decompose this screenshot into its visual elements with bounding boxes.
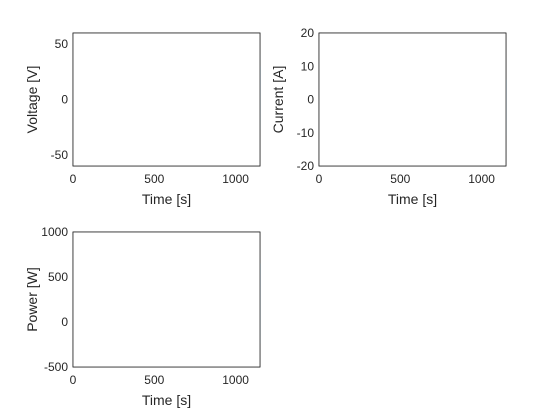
power-xtick-label: 0: [70, 373, 77, 387]
current-subplot: 0 500 1000 -20 -10 0 10 20 Time [s] Curr…: [270, 26, 507, 207]
voltage-xtick-labels: 0 500 1000: [70, 172, 250, 186]
voltage-xtick-label: 500: [144, 172, 164, 186]
current-xtick-labels: 0 500 1000: [316, 172, 496, 186]
current-y-axis-label: Current [A]: [270, 66, 286, 134]
current-xtick-label: 500: [390, 172, 410, 186]
power-y-axis-label: Power [W]: [24, 267, 40, 332]
power-subplot: 0 500 1000 -500 0 500 1000 Time [s] Powe…: [24, 225, 261, 408]
power-ytick-label: 0: [61, 315, 68, 329]
voltage-ytick-label: 50: [55, 37, 69, 51]
power-ytick-label: 1000: [41, 225, 68, 239]
current-ytick-label: 20: [301, 26, 315, 40]
power-ytick-label: -500: [44, 360, 68, 374]
voltage-xtick-label: 0: [70, 172, 77, 186]
voltage-ytick-label: -50: [51, 148, 69, 162]
power-xtick-label: 1000: [222, 373, 249, 387]
current-ytick-label: 0: [307, 93, 314, 107]
current-xtick-label: 0: [316, 172, 323, 186]
voltage-ytick-labels: -50 0 50: [51, 37, 69, 162]
current-ytick-label: 10: [301, 59, 315, 73]
power-ytick-labels: -500 0 500 1000: [41, 225, 68, 374]
voltage-subplot: 0 500 1000 -50 0 50 Time [s] Voltage [V]: [24, 32, 261, 207]
power-ytick-label: 500: [48, 270, 68, 284]
current-ytick-labels: -20 -10 0 10 20: [297, 26, 315, 173]
current-ytick-label: -10: [297, 126, 315, 140]
current-x-axis-label: Time [s]: [388, 191, 437, 207]
current-xtick-label: 1000: [468, 172, 495, 186]
current-ytick-label: -20: [297, 159, 315, 173]
voltage-y-axis-label: Voltage [V]: [24, 66, 40, 134]
current-axes-box: [318, 32, 507, 167]
power-x-axis-label: Time [s]: [142, 392, 191, 408]
voltage-ytick-label: 0: [61, 93, 68, 107]
power-xtick-labels: 0 500 1000: [70, 373, 250, 387]
power-xtick-label: 500: [144, 373, 164, 387]
power-axes-box: [72, 231, 261, 368]
voltage-axes-box: [72, 32, 261, 167]
voltage-xtick-label: 1000: [222, 172, 249, 186]
voltage-x-axis-label: Time [s]: [142, 191, 191, 207]
